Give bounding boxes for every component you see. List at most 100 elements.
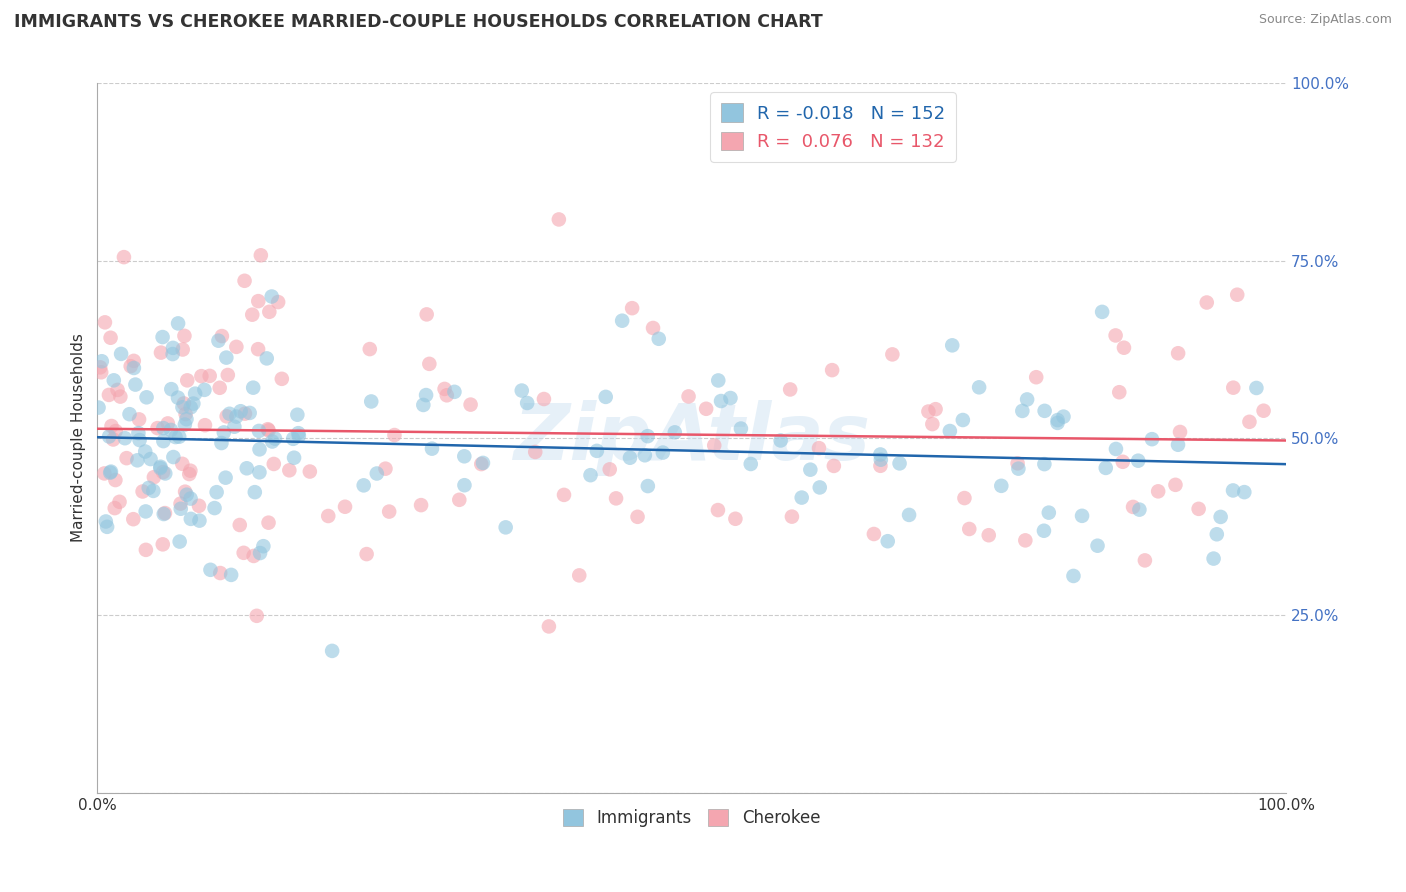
Point (1188, 501, 1211, 516)
Point (599, 462, 621, 476)
Point (155, 467, 177, 481)
Point (1122, 500, 1144, 514)
Point (366, 467, 388, 481)
Point (707, 374, 730, 388)
Point (1105, 442, 1128, 456)
Point (233, 407, 256, 421)
Point (586, 443, 609, 458)
Point (710, 394, 733, 409)
Point (188, 514, 211, 528)
Point (256, 422, 278, 436)
Point (90, 365, 112, 379)
Point (790, 491, 813, 505)
Point (769, 434, 792, 448)
Point (107, 383, 129, 397)
Point (152, 434, 174, 449)
Point (1087, 539, 1109, 553)
Point (176, 373, 198, 387)
Point (356, 547, 378, 561)
Point (730, 421, 752, 435)
Point (863, 527, 886, 541)
Point (869, 458, 891, 473)
Point (1205, 527, 1227, 541)
Point (1195, 295, 1218, 310)
Point (1033, 404, 1056, 418)
Point (211, 436, 233, 450)
Point (418, 357, 440, 371)
Point (695, 401, 717, 416)
Point (415, 388, 437, 402)
Point (225, 340, 247, 354)
Point (547, 212, 569, 227)
Point (120, 359, 142, 374)
Point (211, 329, 233, 343)
Point (637, 479, 659, 493)
Point (412, 398, 434, 412)
Point (173, 329, 195, 343)
Point (100, 419, 122, 434)
Point (651, 445, 673, 459)
Point (1128, 453, 1150, 467)
Point (115, 451, 138, 466)
Point (152, 465, 174, 479)
Point (104, 424, 127, 438)
Point (94, 315, 117, 329)
Point (224, 419, 246, 434)
Point (278, 463, 301, 477)
Point (977, 528, 1000, 542)
Point (287, 426, 309, 441)
Point (1108, 385, 1130, 400)
Point (495, 520, 517, 534)
Point (193, 383, 215, 397)
Point (122, 354, 145, 368)
Point (152, 421, 174, 435)
Point (174, 484, 197, 499)
Point (252, 539, 274, 553)
Point (1094, 461, 1116, 475)
Point (249, 465, 271, 479)
Point (1071, 508, 1094, 523)
Point (173, 417, 195, 432)
Point (242, 381, 264, 395)
Point (353, 478, 375, 492)
Point (249, 546, 271, 560)
Point (374, 461, 396, 475)
Legend: Immigrants, Cherokee: Immigrants, Cherokee (557, 803, 827, 834)
Point (135, 542, 157, 557)
Point (249, 442, 271, 457)
Point (579, 468, 602, 483)
Point (1046, 416, 1069, 430)
Point (240, 308, 263, 322)
Point (167, 317, 190, 331)
Point (333, 500, 356, 514)
Point (173, 396, 195, 410)
Point (724, 512, 747, 526)
Point (952, 413, 974, 427)
Point (1233, 485, 1256, 500)
Point (128, 412, 150, 426)
Point (233, 274, 256, 288)
Point (218, 407, 240, 421)
Point (208, 381, 231, 395)
Point (190, 369, 212, 384)
Point (142, 470, 165, 484)
Point (110, 347, 132, 361)
Point (172, 457, 194, 471)
Point (172, 401, 194, 415)
Point (247, 294, 270, 309)
Point (180, 401, 202, 415)
Point (420, 442, 443, 456)
Point (118, 407, 141, 421)
Point (214, 471, 236, 485)
Point (953, 491, 976, 505)
Point (876, 534, 898, 549)
Point (648, 332, 671, 346)
Point (267, 295, 290, 310)
Point (799, 463, 821, 477)
Point (167, 391, 190, 405)
Point (1246, 381, 1268, 395)
Point (621, 301, 644, 315)
Point (472, 456, 495, 470)
Point (156, 417, 179, 431)
Point (1025, 370, 1047, 384)
